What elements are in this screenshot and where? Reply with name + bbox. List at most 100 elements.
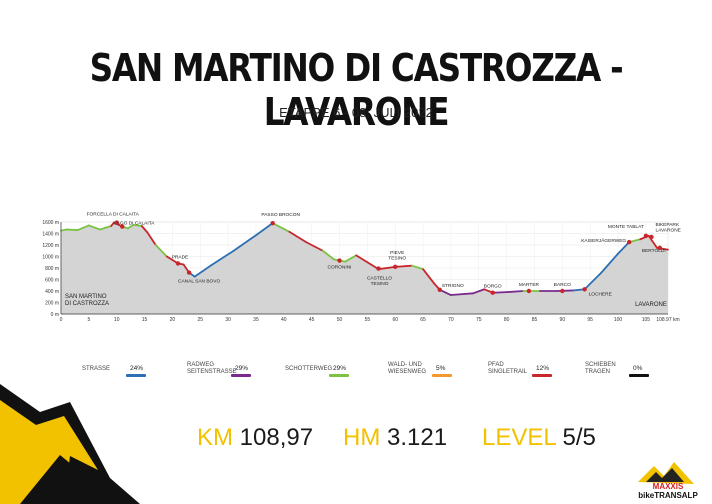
legend-swatch xyxy=(629,374,649,377)
y-tick-label: 1400 m xyxy=(42,232,59,238)
profile-segment xyxy=(271,222,291,233)
logo-biketransalp-text: bikeTRANSALP xyxy=(638,491,698,500)
x-tick-label: 95 xyxy=(587,317,593,323)
profile-segment xyxy=(411,264,424,271)
x-tick-label: 55 xyxy=(365,317,371,323)
waypoint-marker xyxy=(490,290,495,295)
waypoint-label: FORCELLA DI CALAITA xyxy=(87,212,140,218)
profile-segment xyxy=(210,249,235,267)
legend-percentage: 12% xyxy=(536,365,550,372)
legend-label: RADWEG SEITENSTRASSE xyxy=(187,362,237,375)
waypoint-marker xyxy=(393,264,398,270)
waypoint-marker xyxy=(175,261,181,266)
stat-elevation-label: HM xyxy=(343,424,381,451)
waypoint-marker xyxy=(526,288,532,294)
waypoint-label: BIKEPARK LAVARONE xyxy=(655,222,680,234)
x-tick-label: 100 xyxy=(614,317,623,323)
waypoint-label: CANAL SAN BOVO xyxy=(178,279,220,285)
profile-segment xyxy=(132,223,143,227)
x-tick-label: 10 xyxy=(114,317,120,323)
legend-label: PFAD SINGLETRAIL xyxy=(488,362,528,375)
profile-segment xyxy=(87,224,101,231)
stat-distance-label: KM xyxy=(197,424,233,451)
waypoint-marker xyxy=(582,287,587,292)
profile-segment xyxy=(394,264,413,268)
y-tick-label: 400 m xyxy=(45,289,59,295)
profile-segment xyxy=(321,249,335,261)
waypoint-marker xyxy=(337,258,342,263)
profile-segment xyxy=(232,234,257,252)
profile-segment xyxy=(600,252,619,274)
waypoint-marker xyxy=(270,220,275,226)
y-tick-label: 200 m xyxy=(45,301,59,307)
waypoint-label: PIEVE TESINO xyxy=(388,250,406,262)
profile-segment xyxy=(126,223,135,230)
profile-segment xyxy=(99,225,113,231)
profile-segment xyxy=(422,268,436,285)
waypoint-marker xyxy=(114,220,119,225)
elevation-area xyxy=(61,222,668,314)
profile-segment xyxy=(617,241,631,255)
x-tick-label: 0 xyxy=(60,317,63,323)
waypoint-label: PASSO BROCON xyxy=(261,212,300,218)
profile-segment xyxy=(76,224,90,231)
waypoint-marker xyxy=(649,234,654,240)
profile-segment xyxy=(288,230,307,244)
legend-percentage: 5% xyxy=(436,365,446,372)
waypoint-label: STRIGNO xyxy=(442,283,464,289)
legend-label: WALD- UND WIESENWEG xyxy=(388,362,427,375)
waypoint-label: BORGO xyxy=(484,284,502,290)
maxxis-biketransalp-logo: MAXXIS bikeTRANSALP xyxy=(638,462,698,500)
waypoint-label: LOCHERE xyxy=(589,291,612,297)
profile-segment xyxy=(555,289,575,292)
profile-segment xyxy=(450,292,475,296)
waypoint-label: BERTOLDI xyxy=(642,248,666,254)
stat-level: LEVEL 5/5 xyxy=(482,424,596,452)
waypoint-marker xyxy=(437,287,442,293)
profile-segment xyxy=(355,254,369,264)
stat-distance-value: 108,97 xyxy=(239,424,314,451)
stat-distance: KM 108,97 xyxy=(197,424,313,452)
profile-segment xyxy=(344,254,358,263)
y-tick-label: 1600 m xyxy=(42,220,59,226)
x-tick-label: 85 xyxy=(532,317,538,323)
waypoint-label: CASTELLO TESINO xyxy=(367,276,392,288)
stat-elevation: HM 3.121 xyxy=(343,424,447,452)
profile-segment xyxy=(154,244,168,258)
x-tick-label: 40 xyxy=(281,317,287,323)
logo-maxxis-text: MAXXIS xyxy=(653,482,684,491)
waypoint-label: BARCO xyxy=(554,282,571,288)
x-tick-label: 105 xyxy=(642,317,651,323)
legend-swatch xyxy=(126,374,146,377)
waypoint-label: LAGO DI CALAITA xyxy=(114,221,155,227)
page-title: SAN MARTINO DI CASTROZZA - LAVARONE xyxy=(89,46,624,134)
profile-segment xyxy=(255,222,274,237)
legend-swatch xyxy=(532,374,552,377)
stat-level-value: 5/5 xyxy=(562,424,596,451)
waypoint-marker xyxy=(376,266,381,271)
waypoint-marker xyxy=(560,288,565,294)
x-tick-label: 70 xyxy=(448,317,454,323)
x-tick-label: 60 xyxy=(392,317,398,323)
x-tick-label: 65 xyxy=(420,317,426,323)
x-tick-label: 25 xyxy=(197,317,203,323)
waypoint-label: MONTE TABLAT xyxy=(608,224,644,230)
x-tick-label: 50 xyxy=(337,317,343,323)
y-tick-label: 1200 m xyxy=(42,243,59,249)
profile-segment xyxy=(491,291,508,294)
waypoint-marker xyxy=(657,245,663,251)
x-tick-label: 15 xyxy=(142,317,148,323)
x-tick-label: 75 xyxy=(476,317,482,323)
stat-elevation-value: 3.121 xyxy=(387,424,448,451)
legend-swatch xyxy=(432,374,452,377)
waypoint-label: KAISERJÄGERWEG xyxy=(581,237,626,244)
x-tick-label: 5 xyxy=(87,317,90,323)
profile-segment xyxy=(377,265,397,271)
x-tick-label: 108.97 km xyxy=(656,317,679,323)
x-tick-label: 45 xyxy=(309,317,315,323)
legend-percentage: 29% xyxy=(333,365,347,372)
profile-segment xyxy=(60,228,68,232)
legend-swatch xyxy=(329,374,349,377)
legend-label: SCHIEBEN TRAGEN xyxy=(585,362,616,375)
